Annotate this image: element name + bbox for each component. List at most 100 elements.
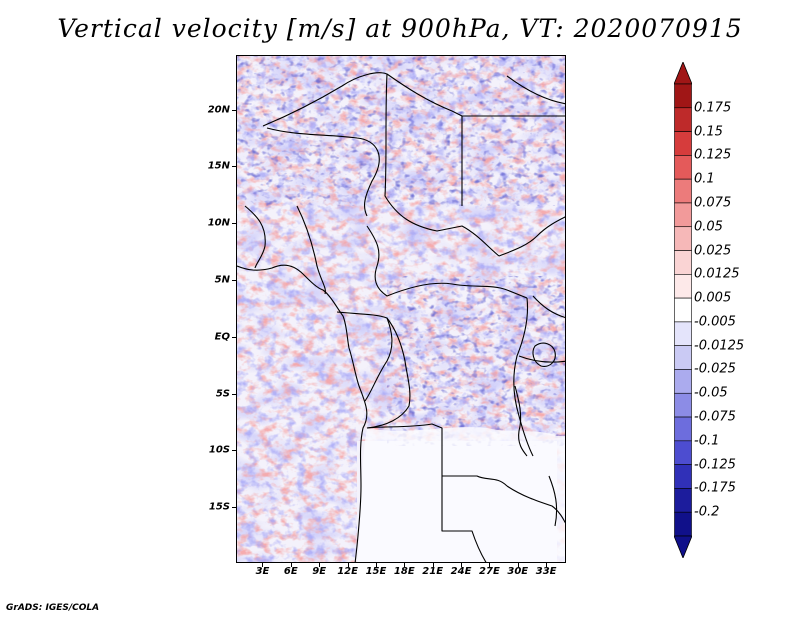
lon-label: 27E	[479, 566, 500, 577]
calm-region	[357, 427, 565, 562]
lon-tick	[517, 563, 519, 567]
west-africa-coastline	[237, 264, 368, 562]
colorbar-label: -0.175	[694, 480, 736, 496]
colorbar-segment	[674, 297, 692, 323]
lon-label: 33E	[535, 566, 557, 577]
colorbar-segment	[674, 511, 692, 537]
border-congo-drc	[366, 317, 411, 429]
border-nigeria-cameroon	[244, 205, 326, 295]
lat-label: 10S	[208, 444, 230, 456]
lon-tick	[404, 563, 406, 567]
colorbar-segment	[674, 392, 692, 418]
colorbar-label: -0.05	[694, 385, 728, 401]
colorbar-label: 0.05	[694, 219, 723, 235]
lat-label: EQ	[214, 331, 230, 343]
lake-malawi	[548, 475, 558, 527]
colorbar-segment	[674, 488, 692, 513]
colorbar-label: 0.005	[694, 290, 732, 306]
lat-label: 5S	[215, 388, 230, 400]
lon-tick	[262, 563, 264, 567]
lon-label: 6E	[283, 566, 298, 577]
lon-label: 24E	[450, 566, 472, 577]
colorbar-label: 0.175	[694, 100, 732, 116]
lon-tick	[489, 563, 491, 567]
lat-tick	[232, 450, 236, 452]
colorbar-label: -0.0125	[694, 338, 745, 354]
colorbar-segment	[674, 250, 692, 275]
lat-tick	[232, 336, 236, 338]
chart-title: Vertical velocity [m/s] at 900hPa, VT: 2…	[57, 14, 743, 43]
colorbar-segment	[674, 107, 692, 132]
lat-label: 15S	[208, 501, 230, 513]
colorbar-segment	[674, 274, 692, 299]
lat-tick	[232, 280, 236, 282]
colorbar-label: -0.1	[694, 433, 720, 449]
lat-tick	[232, 507, 236, 509]
colorbar-segment	[674, 226, 692, 251]
border-drc-east	[513, 297, 534, 457]
colorbar-segment	[674, 321, 692, 346]
colorbar-top-arrow	[674, 62, 692, 85]
lon-label: 21E	[422, 566, 444, 577]
colorbar-segment	[674, 440, 692, 465]
lat-tick	[232, 393, 236, 395]
colorbar-label: -0.125	[694, 457, 736, 473]
border-sahara-north	[262, 72, 463, 206]
lat-tick	[232, 223, 236, 225]
colorbar-label: -0.2	[694, 504, 720, 520]
border-east-africa	[518, 295, 565, 363]
border-chad	[384, 73, 500, 257]
colorbar-segment	[674, 155, 692, 180]
map-boundaries	[237, 72, 565, 562]
colorbar-label: 0.0125	[694, 266, 740, 282]
border-angola	[366, 423, 508, 487]
colorbar-segment	[674, 178, 692, 204]
colorbar-segment	[674, 416, 692, 442]
border-cameroon-gabon	[336, 311, 393, 402]
colorbar-label: 0.025	[694, 243, 732, 259]
colorbar-segment	[674, 369, 692, 394]
lat-tick	[232, 166, 236, 168]
border-car	[366, 225, 528, 299]
colorbar-label: -0.075	[694, 409, 736, 425]
colorbar-segment	[674, 83, 692, 109]
lon-label: 30E	[507, 566, 529, 577]
lon-label: 18E	[393, 566, 415, 577]
lon-tick	[375, 563, 377, 567]
colorbar-segment	[674, 131, 692, 156]
lon-tick	[432, 563, 434, 567]
lon-tick	[347, 563, 349, 567]
colorbar-segment	[674, 464, 692, 489]
map-svg	[237, 56, 565, 562]
border-zambia	[441, 476, 565, 562]
lake-victoria	[532, 342, 556, 367]
lon-tick	[319, 563, 321, 567]
lon-label: 12E	[337, 566, 358, 577]
lon-label: 9E	[312, 566, 327, 577]
lat-tick	[232, 109, 236, 111]
lon-tick	[461, 563, 463, 567]
grads-credit: GrADS: IGES/COLA	[6, 603, 100, 613]
lon-tick	[546, 563, 548, 567]
lat-label: 15N	[207, 160, 230, 172]
lat-label: 10N	[207, 217, 230, 229]
colorbar-label: 0.075	[694, 195, 732, 211]
colorbar-label: 0.15	[694, 124, 723, 140]
border-sudan-ethiopia	[462, 75, 565, 257]
colorbar-bottom-arrow	[674, 535, 692, 558]
lon-tick	[290, 563, 292, 567]
lake-tanganyika	[514, 385, 528, 457]
colorbar-label: -0.005	[694, 314, 736, 330]
lat-label: 5N	[214, 274, 230, 286]
colorbar-segment	[674, 345, 692, 370]
lon-label: 3E	[255, 566, 270, 577]
colorbar	[674, 62, 692, 558]
lat-label: 20N	[207, 104, 230, 116]
border-niger-mali	[266, 127, 380, 217]
colorbar-label: 0.1	[694, 171, 715, 187]
lon-label: 15E	[365, 566, 387, 577]
colorbar-segment	[674, 202, 692, 228]
colorbar-label: -0.025	[694, 361, 736, 377]
colorbar-label: 0.125	[694, 147, 732, 163]
map-plot-area	[236, 55, 566, 563]
